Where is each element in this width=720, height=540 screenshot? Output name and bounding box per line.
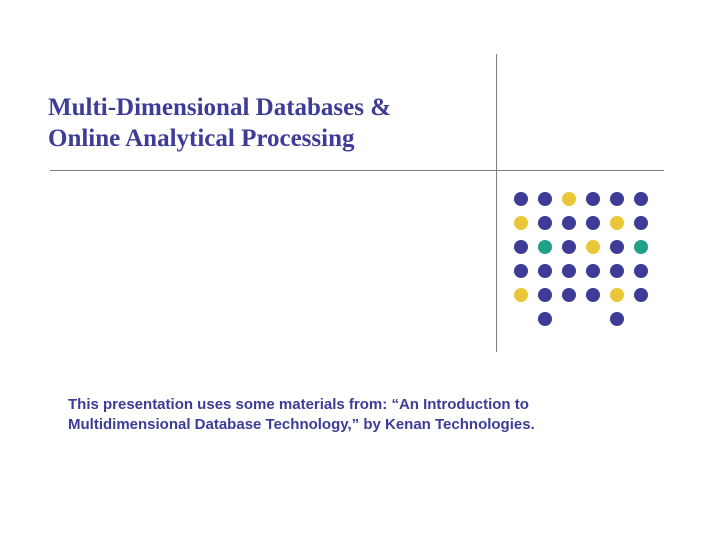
decorative-dot — [634, 216, 648, 230]
decorative-dot — [610, 192, 624, 206]
decorative-dot — [514, 192, 528, 206]
decorative-dot — [514, 288, 528, 302]
decorative-dot — [610, 240, 624, 254]
decorative-dot — [586, 288, 600, 302]
decorative-dot — [562, 192, 576, 206]
decorative-dot — [538, 312, 552, 326]
decorative-dot — [562, 264, 576, 278]
decorative-dot — [538, 216, 552, 230]
horizontal-divider — [50, 170, 664, 171]
decorative-dot — [586, 192, 600, 206]
decorative-dot — [538, 288, 552, 302]
dot-empty — [634, 312, 648, 326]
decorative-dot — [586, 240, 600, 254]
decorative-dot — [538, 264, 552, 278]
decorative-dot — [610, 288, 624, 302]
decorative-dot — [538, 192, 552, 206]
decorative-dot — [586, 216, 600, 230]
slide: Multi-Dimensional Databases & Online Ana… — [0, 0, 720, 540]
decorative-dot — [634, 264, 648, 278]
decorative-dot — [610, 264, 624, 278]
decorative-dot-grid — [514, 192, 648, 326]
dot-empty — [514, 312, 528, 326]
decorative-dot — [634, 240, 648, 254]
dot-empty — [562, 312, 576, 326]
decorative-dot — [538, 240, 552, 254]
subtitle-quote-open: “ — [391, 396, 399, 413]
decorative-dot — [562, 240, 576, 254]
decorative-dot — [610, 312, 624, 326]
slide-subtitle: This presentation uses some materials fr… — [68, 395, 608, 434]
decorative-dot — [514, 240, 528, 254]
decorative-dot — [634, 288, 648, 302]
decorative-dot — [634, 192, 648, 206]
dot-empty — [586, 312, 600, 326]
decorative-dot — [562, 216, 576, 230]
subtitle-post: by Kenan Technologies. — [359, 416, 535, 433]
decorative-dot — [586, 264, 600, 278]
decorative-dot — [514, 264, 528, 278]
decorative-dot — [610, 216, 624, 230]
decorative-dot — [562, 288, 576, 302]
decorative-dot — [514, 216, 528, 230]
vertical-divider — [496, 54, 497, 352]
slide-title: Multi-Dimensional Databases & Online Ana… — [48, 92, 468, 155]
subtitle-pre: This presentation uses some materials fr… — [68, 396, 391, 413]
